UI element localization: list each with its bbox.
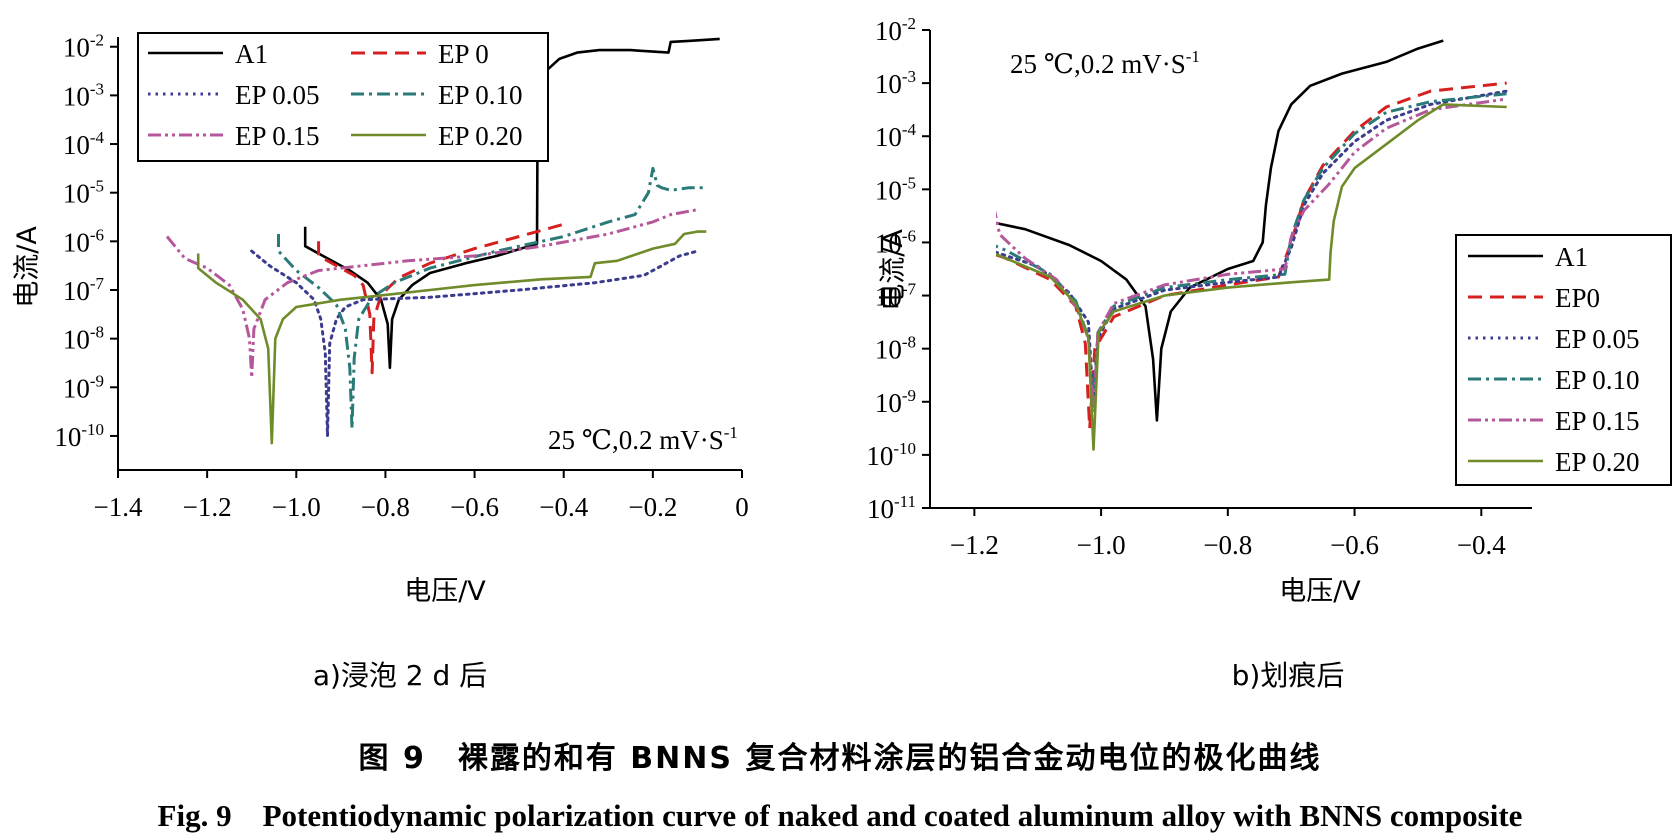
y-tick-label: 10-3	[63, 79, 104, 111]
x-tick-label: −0.6	[1330, 530, 1379, 560]
y-tick-label: 10-5	[875, 173, 916, 205]
y-tick-label: 10-2	[875, 14, 916, 46]
y-tick-label: 10-5	[63, 177, 104, 209]
series-line-ep-0-10	[996, 92, 1507, 409]
legend-label: EP 0.10	[438, 80, 523, 110]
series-line-ep-0	[317, 222, 565, 375]
chart-a-legend: A1 EP 0 EP 0.05 EP 0.10 EP 0.15 EP 0.20	[137, 32, 549, 162]
chart-a-condition-annotation: 25 ℃,0.2 mV·S-1	[548, 423, 738, 455]
chart-b-legend-box	[1455, 234, 1672, 486]
series-line-ep0	[996, 81, 1507, 430]
figure-caption-english: Fig. 9 Potentiodynamic polarization curv…	[157, 798, 1523, 833]
legend-label: EP 0.10	[1555, 365, 1640, 395]
x-tick-label: −0.4	[1457, 530, 1506, 560]
y-tick-label: 10-8	[875, 333, 916, 365]
x-tick-label: −1.2	[183, 492, 232, 522]
x-tick-label: 0	[735, 492, 749, 522]
chart-a: −1.4 −1.2 −1.0 −0.8 −0.6 −0.4 −0.2 0 10-2 10-3 10-…	[12, 31, 749, 692]
x-tick-label: −0.6	[450, 492, 499, 522]
chart-b-x-axis-title: 电压/V	[1279, 576, 1361, 607]
y-tick-label: 10-3	[875, 67, 916, 99]
chart-a-plot-area	[165, 37, 720, 445]
chart-b-y-axis-title: 电流/A	[878, 229, 909, 311]
chart-b-axes	[922, 29, 1532, 516]
y-tick-label: 10-2	[63, 31, 104, 63]
legend-label: A1	[235, 39, 268, 69]
y-tick-label: 10-4	[875, 120, 917, 152]
y-tick-label: 10-10	[54, 420, 104, 452]
y-tick-label: 10-10	[866, 439, 916, 471]
series-line-a1	[303, 37, 720, 370]
legend-label: EP 0.20	[1555, 447, 1640, 477]
chart-a-tick-labels: −1.4 −1.2 −1.0 −0.8 −0.6 −0.4 −0.2 0 10-2 10-3 10-…	[54, 31, 748, 522]
legend-label: EP 0.15	[235, 121, 320, 151]
chart-b-legend: A1 EP0 EP 0.05 EP 0.10 EP 0.15 EP 0.20	[1455, 234, 1672, 486]
y-tick-label: 10-9	[63, 371, 104, 403]
y-tick-label: 10-8	[63, 323, 104, 355]
chart-b-subcaption: b)划痕后	[1232, 659, 1345, 692]
x-tick-label: −0.8	[1203, 530, 1252, 560]
y-tick-label: 10-6	[875, 226, 916, 258]
series-line-ep-0-05	[996, 89, 1509, 409]
series-line-a1	[996, 39, 1444, 422]
series-line-ep-0-15	[996, 97, 1507, 414]
series-line-ep-0-15	[165, 208, 698, 380]
legend-label: EP 0	[438, 39, 489, 69]
chart-b-plot-area	[996, 39, 1509, 451]
y-tick-label: 10-11	[867, 492, 916, 524]
x-tick-label: −0.4	[539, 492, 588, 522]
series-line-ep-0-20	[996, 103, 1507, 451]
x-tick-label: −0.8	[361, 492, 410, 522]
legend-label: EP 0.20	[438, 121, 523, 151]
legend-label: EP 0.05	[1555, 324, 1640, 354]
x-tick-label: −1.0	[1077, 530, 1126, 560]
y-tick-label: 10-4	[63, 128, 105, 160]
legend-label: A1	[1555, 242, 1588, 272]
chart-b-condition-annotation: 25 ℃,0.2 mV·S-1	[1010, 47, 1200, 79]
chart-a-axes	[110, 37, 743, 478]
series-line-ep-0-20	[196, 230, 707, 445]
legend-label: EP 0.05	[235, 80, 320, 110]
chart-b: −1.2 −1.0 −0.8 −0.6 −0.4 10-2 10-3 10-4 10-5 10-6…	[866, 14, 1672, 692]
figure-caption-chinese: 图 9 裸露的和有 BNNS 复合材料涂层的铝合金动电位的极化曲线	[358, 741, 1322, 776]
chart-a-y-axis-title: 电流/A	[12, 226, 43, 308]
legend-label: EP 0.15	[1555, 406, 1640, 436]
y-tick-label: 10-7	[63, 274, 105, 306]
y-tick-label: 10-9	[875, 386, 916, 418]
y-tick-label: 10-7	[875, 280, 917, 312]
legend-label: EP0	[1555, 283, 1600, 313]
chart-b-tick-labels: −1.2 −1.0 −0.8 −0.6 −0.4 10-2 10-3 10-4 10-5 10-6…	[866, 14, 1506, 560]
x-tick-label: −1.4	[94, 492, 143, 522]
x-tick-label: −1.2	[950, 530, 999, 560]
y-tick-label: 10-6	[63, 225, 104, 257]
chart-a-subcaption: a)浸泡 2 d 后	[313, 659, 487, 692]
chart-a-x-axis-title: 电压/V	[404, 576, 486, 607]
x-tick-label: −0.2	[628, 492, 677, 522]
series-line-ep-0-05	[250, 249, 699, 438]
series-line-ep-0-10	[277, 166, 707, 431]
chart-a-legend-box	[137, 32, 549, 162]
x-tick-label: −1.0	[272, 492, 321, 522]
